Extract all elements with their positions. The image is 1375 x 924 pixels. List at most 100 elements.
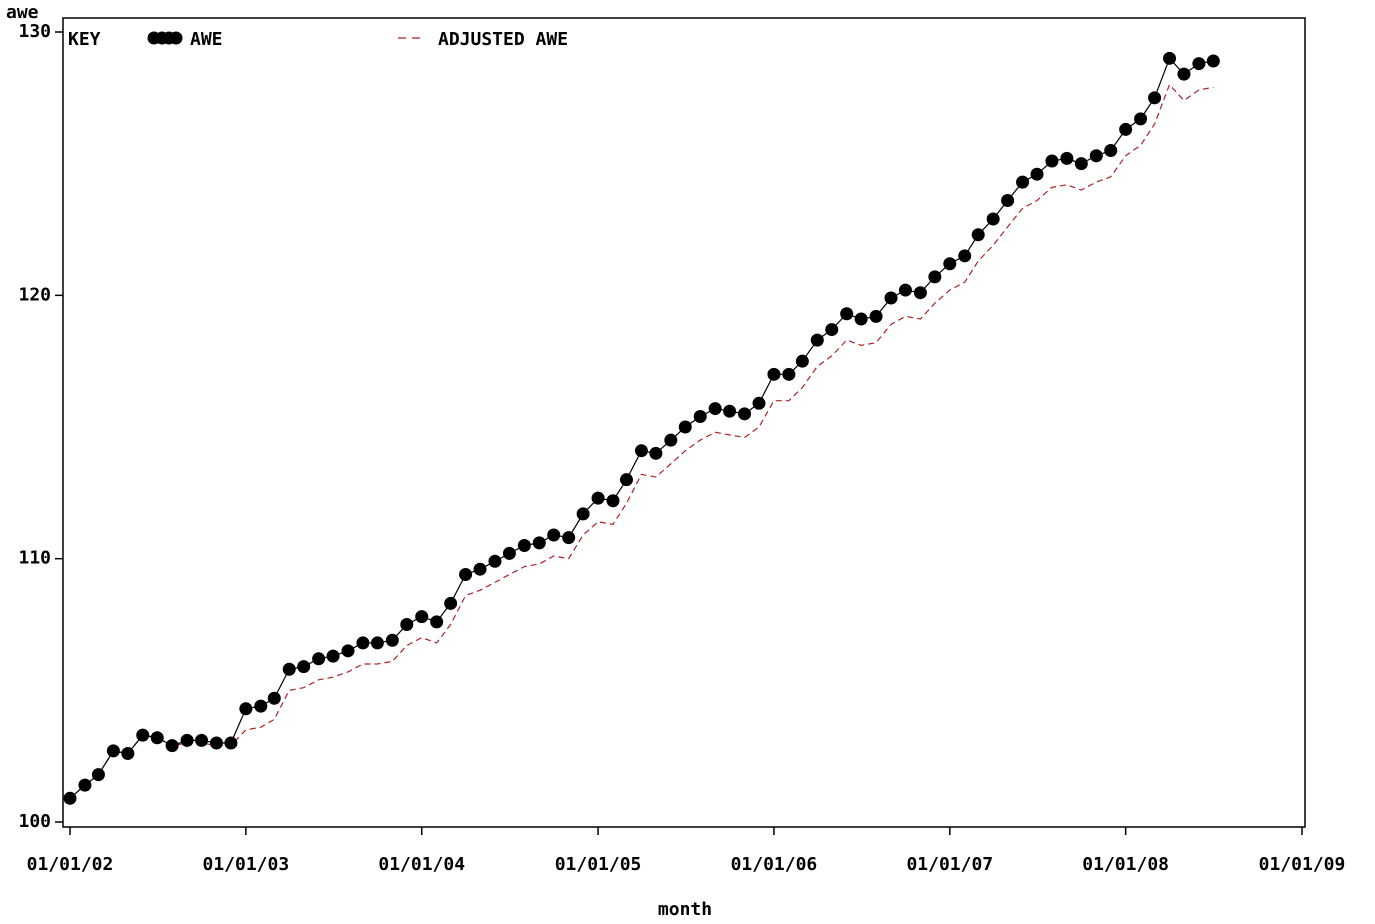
data-point [649,446,663,460]
data-point [1045,154,1059,168]
y-tick-label: 120 [18,284,51,305]
data-point [634,444,648,458]
data-point [473,562,487,576]
data-point [180,733,194,747]
legend-label: AWE [190,29,223,50]
data-point [267,691,281,705]
data-point [370,636,384,650]
data-point [1177,67,1191,81]
data-point [209,736,223,750]
data-point [444,596,458,610]
data-point [562,531,576,545]
x-axis-label: month [658,899,712,920]
series-line [69,83,1214,799]
data-point [708,402,722,416]
data-point [91,768,105,782]
data-point [1074,157,1088,171]
data-point [1163,51,1177,65]
data-point [854,312,868,326]
y-tick-label: 130 [18,21,51,42]
data-point [1134,112,1148,126]
data-point [1206,54,1220,68]
data-point [869,309,883,323]
data-point [693,409,707,423]
x-tick-label: 01/01/07 [906,854,993,875]
data-point [254,699,268,713]
y-axis-label: awe [6,2,39,23]
data-point [1016,175,1030,189]
data-point [958,249,972,263]
data-point [782,367,796,381]
data-point [502,546,516,560]
data-point [532,536,546,550]
data-point [78,778,92,792]
data-point [1030,167,1044,181]
data-point [664,433,678,447]
data-point [884,291,898,305]
data-point [898,283,912,297]
data-point [678,420,692,434]
data-point [312,652,326,666]
data-point [136,728,150,742]
data-point [840,307,854,321]
data-point [459,567,473,581]
data-point [224,736,238,750]
data-point [165,739,179,753]
data-point [1192,57,1206,71]
x-tick-label: 01/01/08 [1082,854,1169,875]
data-point [619,473,633,487]
data-point [723,404,737,418]
data-point [63,791,77,805]
data-point [341,644,355,658]
data-point [282,662,296,676]
y-tick-label: 110 [18,548,51,569]
data-point [106,744,120,758]
data-point [591,491,605,505]
data-point [1119,122,1133,136]
data-point [356,636,370,650]
data-point [195,733,209,747]
data-point [297,660,311,674]
data-point [913,286,927,300]
x-tick-label: 01/01/09 [1259,854,1346,875]
y-tick-label: 100 [18,811,51,832]
data-point [825,323,839,337]
data-point [517,539,531,552]
legend-marker [169,31,183,45]
data-point [810,333,824,347]
data-point [547,528,561,542]
data-point [1104,144,1118,157]
data-point [971,228,985,242]
x-tick-label: 01/01/03 [203,854,290,875]
data-point [767,367,781,381]
data-point [576,507,590,521]
legend-title: KEY [68,29,101,50]
data-point [1089,149,1103,163]
data-point [385,633,399,647]
data-point [430,615,444,629]
data-point [1060,151,1074,165]
data-point [150,731,164,745]
data-point [943,257,957,271]
legend-label: ADJUSTED AWE [438,29,568,50]
data-point [400,618,414,631]
data-point [415,610,429,624]
data-point [795,354,809,368]
x-tick-label: 01/01/05 [555,854,642,875]
series-line [69,57,1214,799]
plot-frame [62,17,1306,828]
data-point [606,494,620,508]
data-point [239,702,253,716]
x-tick-label: 01/01/04 [378,854,465,875]
data-point [121,747,135,761]
data-point [326,649,340,663]
data-point [928,270,942,284]
data-point [488,554,502,568]
x-tick-label: 01/01/06 [731,854,818,875]
data-point [738,407,752,421]
data-point [1001,194,1015,208]
data-point [1148,91,1162,105]
data-point [752,396,766,410]
x-tick-label: 01/01/02 [27,854,114,875]
